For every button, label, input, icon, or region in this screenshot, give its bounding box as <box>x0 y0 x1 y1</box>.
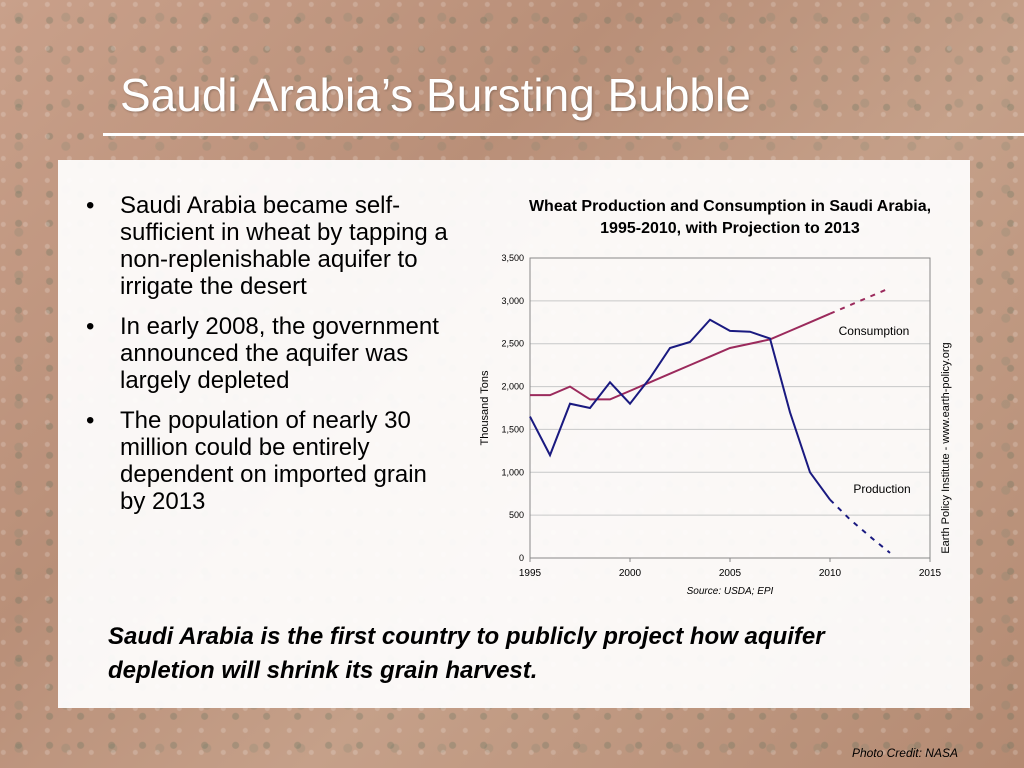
title-underline <box>103 133 1024 136</box>
consumption-line <box>530 312 831 401</box>
production-line <box>529 318 831 501</box>
bullet-item: Saudi Arabia became self-sufficient in w… <box>86 192 451 300</box>
photo-credit: Photo Credit: NASA <box>851 746 958 760</box>
production-projection-line <box>829 499 891 554</box>
y-tick-label: 0 <box>519 553 524 563</box>
x-tick-label: 2000 <box>619 568 642 579</box>
legend-label-production: Production <box>853 482 910 496</box>
x-tick-label: 2015 <box>919 568 942 579</box>
x-tick-label: 1995 <box>519 568 542 579</box>
y-tick-label: 1,500 <box>501 424 524 434</box>
slide-caption: Saudi Arabia is the first country to pub… <box>108 623 825 684</box>
legend-label-consumption: Consumption <box>839 324 910 338</box>
source-note: Source: USDA; EPI <box>686 586 774 597</box>
slide-title: Saudi Arabia’s Bursting Bubble <box>120 69 751 121</box>
x-tick-label: 2010 <box>819 568 842 579</box>
y-tick-label: 3,000 <box>501 296 524 306</box>
y-axis-label: Thousand Tons <box>479 370 491 446</box>
y-tick-label: 2,000 <box>501 382 524 392</box>
y-tick-label: 1,000 <box>501 467 524 477</box>
bullet-item: In early 2008, the government announced … <box>86 313 451 394</box>
y-tick-label: 3,500 <box>501 253 524 263</box>
chart-title: Wheat Production and Consumption in Saud… <box>528 198 932 237</box>
y-tick-label: 500 <box>509 510 524 520</box>
x-tick-label: 2005 <box>719 568 742 579</box>
side-credit-text: Earth Policy Institute - www.earth-polic… <box>940 342 952 554</box>
bullet-item: The population of nearly 30 million coul… <box>86 407 451 515</box>
bullet-list: Saudi Arabia became self-sufficient in w… <box>86 192 451 528</box>
wheat-line-chart: 0 500 1,000 1,500 2,000 2,500 3,000 3,500 1995 20… <box>479 253 942 579</box>
y-tick-label: 2,500 <box>501 339 524 349</box>
